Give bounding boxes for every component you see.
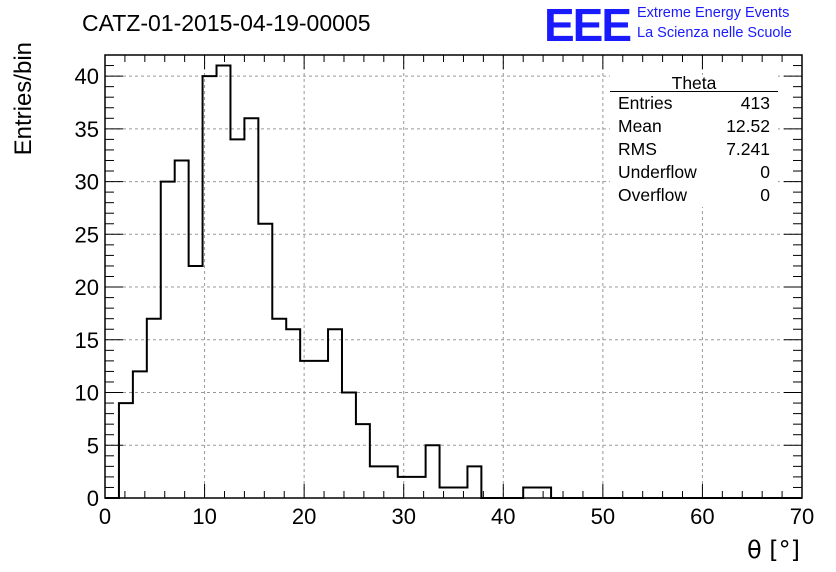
stats-value: 0 [760,162,770,182]
y-tick-label: 20 [75,275,99,300]
stats-row-underflow: Underflow 0 [618,161,770,184]
stats-label: RMS [618,139,657,159]
stats-label: Underflow [618,162,697,182]
stats-value: 12.52 [726,116,770,136]
x-tick-label: 30 [391,504,415,529]
y-tick-label: 0 [87,486,99,511]
logo-line-2: La Scienza nelle Scuole [637,25,792,41]
stats-row-rms: RMS 7.241 [618,138,770,161]
stats-value: 413 [740,93,770,113]
y-tick-label: 30 [75,170,99,195]
stats-label: Overflow [618,185,688,205]
x-tick-label: 40 [491,504,515,529]
stats-title: Theta [610,74,778,92]
stats-row-entries: Entries 413 [618,92,770,115]
chart-title: CATZ-01-2015-04-19-00005 [82,10,371,36]
x-axis-label: θ [°] [747,536,800,564]
x-tick-label: 50 [591,504,615,529]
axis-ticks [104,54,803,499]
logo-line-1: Extreme Energy Events [637,5,790,21]
x-tick-label: 10 [192,504,216,529]
x-tick-label: 0 [99,504,111,529]
stats-row-overflow: Overflow 0 [618,184,770,207]
eee-logo: EEE [544,0,632,51]
stats-label: Entries [618,93,673,113]
y-tick-label: 15 [75,328,99,353]
y-tick-labels: 0 5 10 15 20 25 30 35 40 [75,64,99,511]
y-tick-label: 40 [75,64,99,89]
y-tick-label: 10 [75,381,99,406]
y-tick-label: 35 [75,117,99,142]
x-tick-labels: 0 10 20 30 40 50 60 70 [99,504,814,529]
x-tick-label: 70 [790,504,814,529]
x-tick-label: 20 [292,504,316,529]
y-axis-label: Entries/bin [10,42,37,155]
y-tick-label: 25 [75,222,99,247]
grid-lines [105,55,802,498]
stats-value: 7.241 [726,139,770,159]
stats-box: Theta Entries 413 Mean 12.52 RMS 7.241 U… [610,74,778,207]
stats-row-mean: Mean 12.52 [618,115,770,138]
stats-value: 0 [760,185,770,205]
stats-label: Mean [618,116,662,136]
y-tick-label: 5 [87,433,99,458]
x-tick-label: 60 [690,504,714,529]
